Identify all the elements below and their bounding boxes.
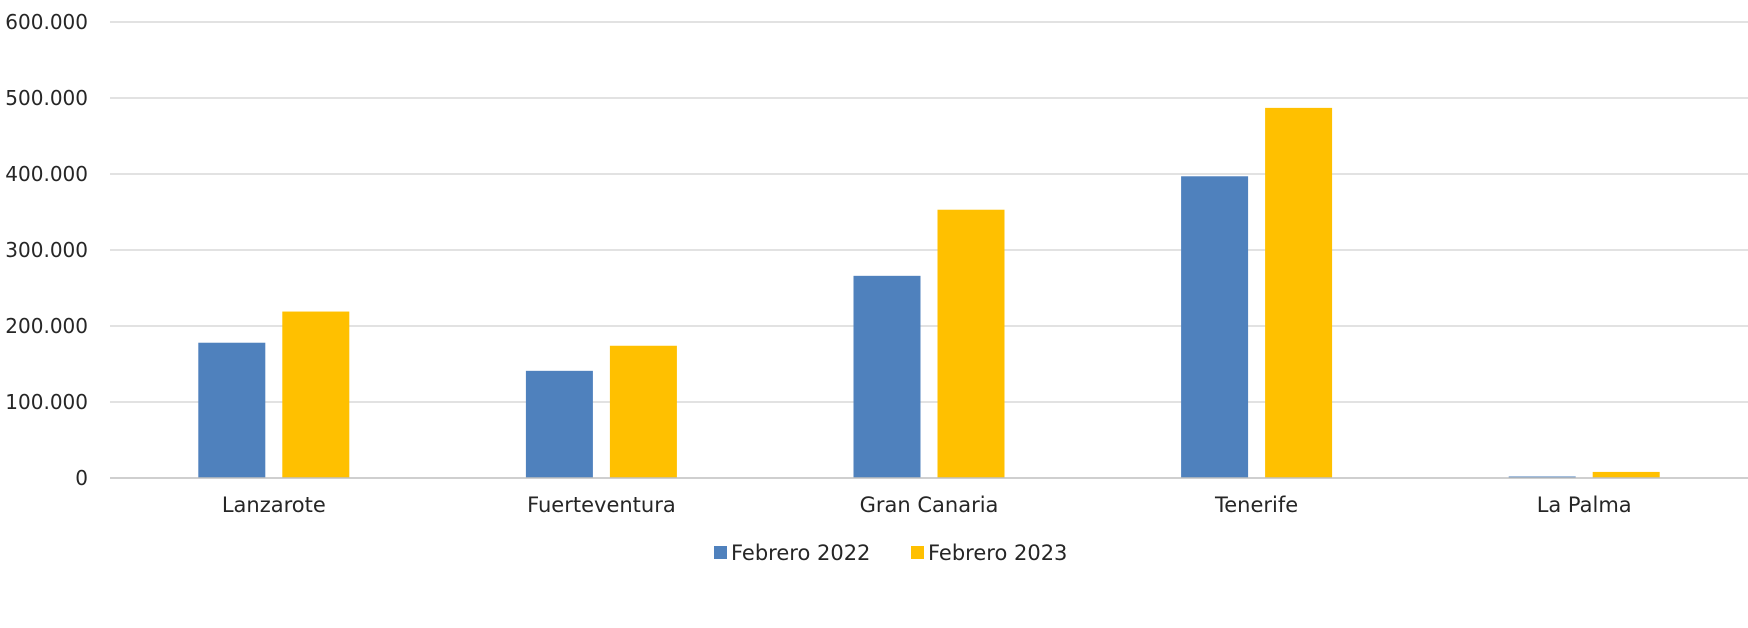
bars bbox=[198, 107, 1660, 478]
bar-febrero-2022-gran-canaria bbox=[853, 275, 921, 478]
bar-febrero-2023-gran-canaria bbox=[937, 209, 1005, 478]
x-axis-category-labels: Lanzarote Fuerteventura Gran Canaria Teneri… bbox=[222, 493, 1632, 517]
bar-febrero-2023-fuerteventura bbox=[609, 345, 677, 478]
y-tick-label: 200.000 bbox=[5, 314, 88, 338]
bar-febrero-2022-lanzarote bbox=[198, 342, 266, 478]
legend: Febrero 2022 Febrero 2023 bbox=[714, 541, 1067, 565]
y-axis-tick-labels: 0 100.000 200.000 300.000 400.000 500.000 600.… bbox=[5, 10, 88, 490]
legend-label: Febrero 2023 bbox=[928, 541, 1067, 565]
bar-febrero-2022-la-palma bbox=[1508, 476, 1576, 478]
x-category-label: Fuerteventura bbox=[527, 493, 676, 517]
bar-febrero-2023-la-palma bbox=[1592, 471, 1660, 478]
legend-swatch bbox=[911, 546, 924, 559]
y-tick-label: 100.000 bbox=[5, 390, 88, 414]
y-tick-label: 0 bbox=[75, 466, 88, 490]
x-category-label: Lanzarote bbox=[222, 493, 326, 517]
bar-febrero-2023-lanzarote bbox=[282, 311, 350, 478]
y-tick-label: 500.000 bbox=[5, 86, 88, 110]
legend-swatch bbox=[714, 546, 727, 559]
bar-febrero-2023-tenerife bbox=[1265, 107, 1333, 478]
bar-febrero-2022-fuerteventura bbox=[525, 370, 593, 478]
y-tick-label: 400.000 bbox=[5, 162, 88, 186]
x-category-label: Gran Canaria bbox=[860, 493, 999, 517]
y-tick-label: 300.000 bbox=[5, 238, 88, 262]
gridlines bbox=[110, 21, 1748, 403]
x-category-label: Tenerife bbox=[1214, 493, 1298, 517]
bar-febrero-2022-tenerife bbox=[1181, 176, 1249, 478]
x-category-label: La Palma bbox=[1537, 493, 1632, 517]
legend-label: Febrero 2022 bbox=[731, 541, 870, 565]
y-tick-label: 600.000 bbox=[5, 10, 88, 34]
